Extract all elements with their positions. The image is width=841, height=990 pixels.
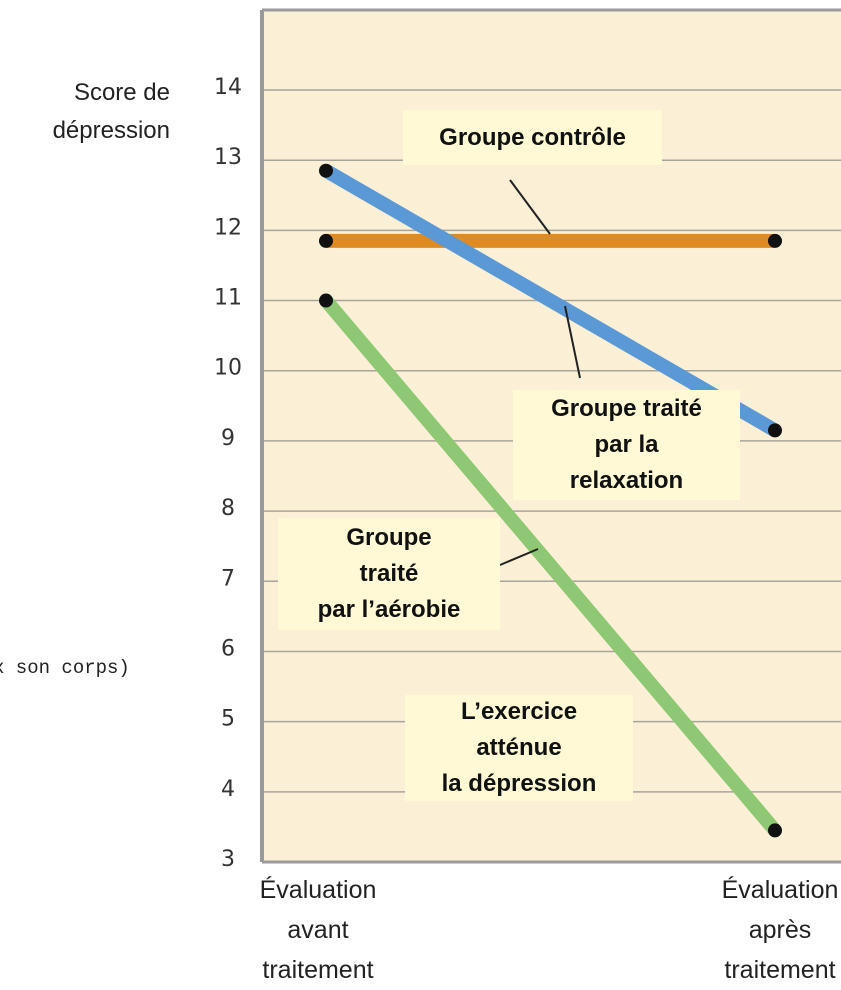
data-point xyxy=(319,233,333,248)
leader-line xyxy=(564,305,581,379)
y-axis-label: Score de dépression xyxy=(52,79,170,144)
cropped-text: x son corps) xyxy=(0,657,130,679)
data-point xyxy=(768,823,782,838)
series-line xyxy=(322,164,779,437)
annotation: L’exercice atténue la dépression xyxy=(405,695,633,801)
y-tick-label: 4 xyxy=(221,777,235,802)
y-tick-label: 13 xyxy=(214,145,242,170)
y-tick-label: 7 xyxy=(221,566,235,591)
x-tick-label: Évaluation avant traitement xyxy=(259,876,377,984)
y-tick-label: 11 xyxy=(214,286,242,311)
y-tick-label: 6 xyxy=(221,636,235,661)
series-label: Groupe traité par la relaxation xyxy=(513,390,740,500)
series-label: Groupe contrôle xyxy=(403,110,662,165)
series-line xyxy=(320,296,781,835)
y-tick-label: 5 xyxy=(221,707,235,732)
x-tick-label: Évaluation après traitement xyxy=(721,876,839,984)
y-tick-label: 3 xyxy=(221,847,235,872)
y-tick-label: 8 xyxy=(221,496,235,521)
data-point xyxy=(319,163,333,178)
data-point xyxy=(768,233,782,248)
data-point xyxy=(768,423,782,438)
leader-line xyxy=(509,179,551,235)
y-tick-label: 10 xyxy=(214,356,242,381)
data-point xyxy=(319,293,333,308)
series-label: Groupe traité par l’aérobie xyxy=(278,518,500,630)
y-tick-label: 9 xyxy=(221,426,235,451)
y-tick-label: 12 xyxy=(214,215,242,240)
y-tick-label: 14 xyxy=(214,75,242,100)
leader-line xyxy=(499,548,539,566)
